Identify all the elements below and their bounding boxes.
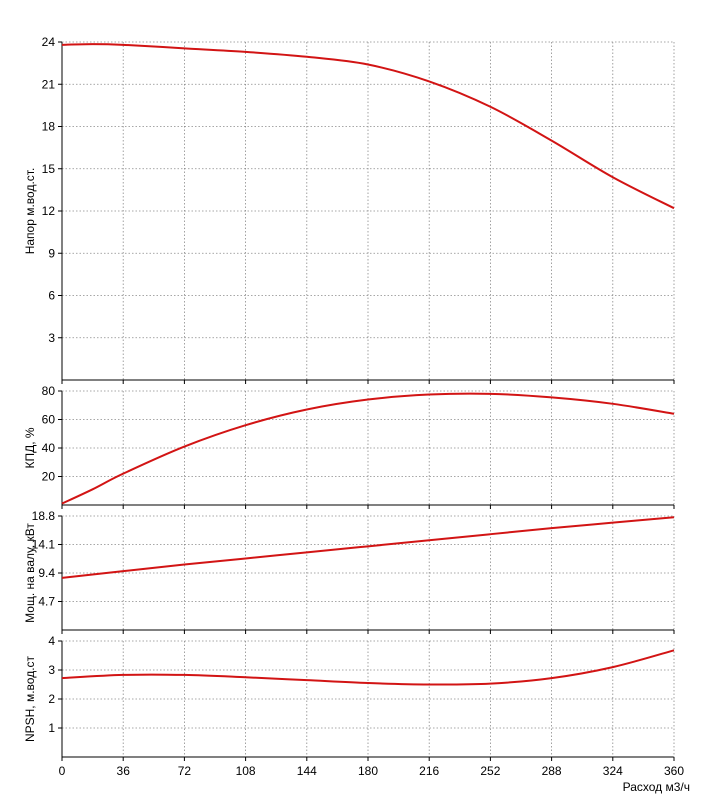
x-tick-label: 144 [297, 764, 317, 778]
x-tick-label: 324 [603, 764, 623, 778]
y-tick-label: 20 [42, 470, 56, 484]
y-axis-label: Напор м.вод.ст. [23, 168, 37, 255]
y-tick-label: 4 [48, 634, 55, 648]
x-tick-label: 108 [236, 764, 256, 778]
y-tick-label: 80 [42, 384, 56, 398]
panel-npsh: 1 2 3 4 NPSH, м.вод.ст 0 36 72 108 144 180 216 252 28… [23, 634, 684, 778]
x-tick-label: 288 [542, 764, 562, 778]
series-line-efficiency [61, 392, 675, 505]
y-tick-label: 18 [42, 120, 56, 134]
x-tick-label: 36 [117, 764, 131, 778]
x-axis-label: Расход м3/ч [623, 780, 690, 794]
y-tick-label: 15 [42, 162, 56, 176]
y-tick-label: 14.1 [32, 538, 56, 552]
panel-head: 3 6 9 12 15 18 21 24 Напор м.вод.ст. [23, 35, 675, 384]
x-tick-label: 216 [419, 764, 439, 778]
y-axis-label: КПД, % [23, 427, 37, 468]
y-tick-label: 24 [42, 35, 56, 49]
y-tick-label: 2 [48, 692, 55, 706]
y-tick-label: 3 [48, 663, 55, 677]
y-tick-label: 6 [48, 289, 55, 303]
y-tick-label: 12 [42, 204, 56, 218]
x-tick-label: 72 [178, 764, 192, 778]
y-tick-label: 21 [42, 77, 56, 91]
y-tick-label: 9.4 [38, 566, 55, 580]
y-axis-label: Мощ. на валу, кВт [23, 523, 37, 623]
y-tick-label: 40 [42, 441, 56, 455]
series-line-head [61, 43, 675, 210]
series-line-power [61, 516, 675, 579]
x-tick-label: 252 [480, 764, 500, 778]
y-tick-label: 3 [48, 331, 55, 345]
y-tick-label: 1 [48, 721, 55, 735]
y-axis-label: NPSH, м.вод.ст [23, 655, 37, 742]
x-tick-label: 360 [664, 764, 684, 778]
y-tick-label: 4.7 [38, 595, 55, 609]
y-tick-label: 18.8 [32, 509, 56, 523]
y-tick-label: 60 [42, 413, 56, 427]
series-line-npsh [61, 649, 675, 686]
x-tick-label: 180 [358, 764, 378, 778]
panel-efficiency: 20 40 60 80 КПД, % [23, 384, 675, 509]
x-tick-label: 0 [59, 764, 66, 778]
y-tick-label: 9 [48, 246, 55, 260]
